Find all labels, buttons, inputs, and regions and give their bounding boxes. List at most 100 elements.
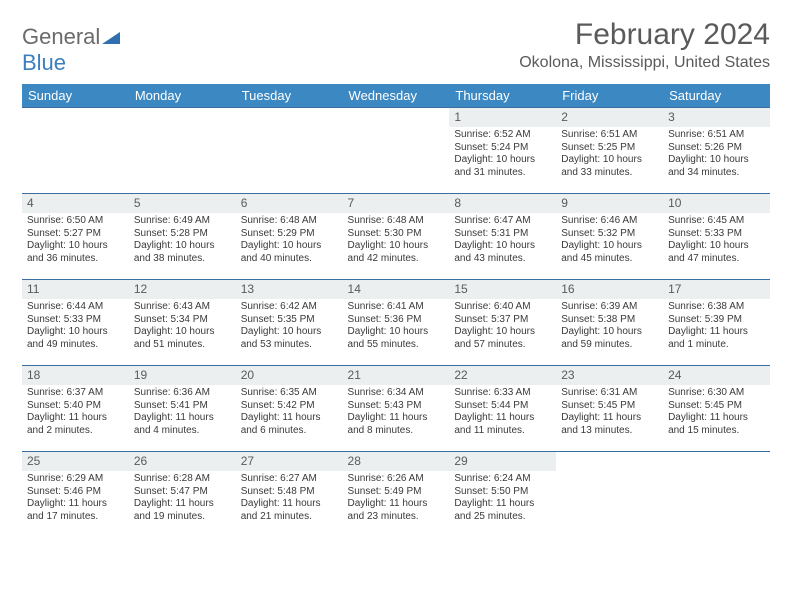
daylight-text: Daylight: 10 hours and 40 minutes. <box>241 240 338 265</box>
sunrise-text: Sunrise: 6:26 AM <box>348 473 445 486</box>
calendar-cell: 29Sunrise: 6:24 AMSunset: 5:50 PMDayligh… <box>449 452 556 538</box>
calendar-row: 11Sunrise: 6:44 AMSunset: 5:33 PMDayligh… <box>22 280 770 366</box>
weekday-header: Friday <box>556 84 663 108</box>
sunset-text: Sunset: 5:24 PM <box>454 142 551 155</box>
sunrise-text: Sunrise: 6:40 AM <box>454 301 551 314</box>
day-number: 27 <box>236 452 343 471</box>
day-number: 9 <box>556 194 663 213</box>
daylight-text: Daylight: 11 hours and 4 minutes. <box>134 412 231 437</box>
calendar-cell: 12Sunrise: 6:43 AMSunset: 5:34 PMDayligh… <box>129 280 236 366</box>
sunset-text: Sunset: 5:42 PM <box>241 400 338 413</box>
day-body: Sunrise: 6:48 AMSunset: 5:30 PMDaylight:… <box>343 213 450 269</box>
sunrise-text: Sunrise: 6:33 AM <box>454 387 551 400</box>
daylight-text: Daylight: 10 hours and 43 minutes. <box>454 240 551 265</box>
day-body: Sunrise: 6:51 AMSunset: 5:25 PMDaylight:… <box>556 127 663 183</box>
calendar-cell: 25Sunrise: 6:29 AMSunset: 5:46 PMDayligh… <box>22 452 129 538</box>
calendar-cell: 6Sunrise: 6:48 AMSunset: 5:29 PMDaylight… <box>236 194 343 280</box>
day-number: 15 <box>449 280 556 299</box>
sunrise-text: Sunrise: 6:42 AM <box>241 301 338 314</box>
day-number: 3 <box>663 108 770 127</box>
day-body: Sunrise: 6:27 AMSunset: 5:48 PMDaylight:… <box>236 471 343 527</box>
sunrise-text: Sunrise: 6:46 AM <box>561 215 658 228</box>
day-number: 20 <box>236 366 343 385</box>
day-number: 29 <box>449 452 556 471</box>
day-number: 8 <box>449 194 556 213</box>
header: General Blue February 2024 Okolona, Miss… <box>22 18 770 76</box>
day-number: 6 <box>236 194 343 213</box>
calendar-cell: 28Sunrise: 6:26 AMSunset: 5:49 PMDayligh… <box>343 452 450 538</box>
sunrise-text: Sunrise: 6:38 AM <box>668 301 765 314</box>
sunset-text: Sunset: 5:28 PM <box>134 228 231 241</box>
daylight-text: Daylight: 10 hours and 45 minutes. <box>561 240 658 265</box>
sunrise-text: Sunrise: 6:41 AM <box>348 301 445 314</box>
sunset-text: Sunset: 5:50 PM <box>454 486 551 499</box>
daylight-text: Daylight: 10 hours and 59 minutes. <box>561 326 658 351</box>
sunrise-text: Sunrise: 6:30 AM <box>668 387 765 400</box>
day-number: 10 <box>663 194 770 213</box>
day-number: 4 <box>22 194 129 213</box>
sunset-text: Sunset: 5:32 PM <box>561 228 658 241</box>
day-body: Sunrise: 6:26 AMSunset: 5:49 PMDaylight:… <box>343 471 450 527</box>
day-body: Sunrise: 6:28 AMSunset: 5:47 PMDaylight:… <box>129 471 236 527</box>
sunset-text: Sunset: 5:37 PM <box>454 314 551 327</box>
page-title: February 2024 <box>519 18 770 52</box>
logo: General Blue <box>22 24 120 76</box>
daylight-text: Daylight: 11 hours and 2 minutes. <box>27 412 124 437</box>
day-number: 26 <box>129 452 236 471</box>
day-number: 23 <box>556 366 663 385</box>
sunrise-text: Sunrise: 6:31 AM <box>561 387 658 400</box>
day-number: 28 <box>343 452 450 471</box>
sunrise-text: Sunrise: 6:24 AM <box>454 473 551 486</box>
sunset-text: Sunset: 5:35 PM <box>241 314 338 327</box>
logo-part2: Blue <box>22 50 66 75</box>
day-body: Sunrise: 6:34 AMSunset: 5:43 PMDaylight:… <box>343 385 450 441</box>
day-body: Sunrise: 6:45 AMSunset: 5:33 PMDaylight:… <box>663 213 770 269</box>
daylight-text: Daylight: 10 hours and 31 minutes. <box>454 154 551 179</box>
sunrise-text: Sunrise: 6:43 AM <box>134 301 231 314</box>
sunrise-text: Sunrise: 6:52 AM <box>454 129 551 142</box>
calendar-cell: 5Sunrise: 6:49 AMSunset: 5:28 PMDaylight… <box>129 194 236 280</box>
weekday-header: Wednesday <box>343 84 450 108</box>
logo-text: General Blue <box>22 24 120 76</box>
day-number: 11 <box>22 280 129 299</box>
sunrise-text: Sunrise: 6:35 AM <box>241 387 338 400</box>
sunset-text: Sunset: 5:47 PM <box>134 486 231 499</box>
calendar-table: Sunday Monday Tuesday Wednesday Thursday… <box>22 84 770 538</box>
sunset-text: Sunset: 5:30 PM <box>348 228 445 241</box>
daylight-text: Daylight: 10 hours and 55 minutes. <box>348 326 445 351</box>
daylight-text: Daylight: 10 hours and 36 minutes. <box>27 240 124 265</box>
daylight-text: Daylight: 11 hours and 23 minutes. <box>348 498 445 523</box>
calendar-cell: 13Sunrise: 6:42 AMSunset: 5:35 PMDayligh… <box>236 280 343 366</box>
sunset-text: Sunset: 5:39 PM <box>668 314 765 327</box>
calendar-cell: 20Sunrise: 6:35 AMSunset: 5:42 PMDayligh… <box>236 366 343 452</box>
daylight-text: Daylight: 11 hours and 1 minute. <box>668 326 765 351</box>
day-body: Sunrise: 6:29 AMSunset: 5:46 PMDaylight:… <box>22 471 129 527</box>
day-body: Sunrise: 6:41 AMSunset: 5:36 PMDaylight:… <box>343 299 450 355</box>
sunset-text: Sunset: 5:34 PM <box>134 314 231 327</box>
weekday-header: Saturday <box>663 84 770 108</box>
day-number: 13 <box>236 280 343 299</box>
calendar-cell: 27Sunrise: 6:27 AMSunset: 5:48 PMDayligh… <box>236 452 343 538</box>
calendar-cell <box>129 108 236 194</box>
day-body: Sunrise: 6:36 AMSunset: 5:41 PMDaylight:… <box>129 385 236 441</box>
sunset-text: Sunset: 5:43 PM <box>348 400 445 413</box>
sunrise-text: Sunrise: 6:48 AM <box>241 215 338 228</box>
sunset-text: Sunset: 5:40 PM <box>27 400 124 413</box>
day-body: Sunrise: 6:42 AMSunset: 5:35 PMDaylight:… <box>236 299 343 355</box>
weekday-header: Tuesday <box>236 84 343 108</box>
daylight-text: Daylight: 10 hours and 49 minutes. <box>27 326 124 351</box>
sunrise-text: Sunrise: 6:29 AM <box>27 473 124 486</box>
calendar-cell: 1Sunrise: 6:52 AMSunset: 5:24 PMDaylight… <box>449 108 556 194</box>
sunrise-text: Sunrise: 6:37 AM <box>27 387 124 400</box>
day-body: Sunrise: 6:30 AMSunset: 5:45 PMDaylight:… <box>663 385 770 441</box>
sunset-text: Sunset: 5:48 PM <box>241 486 338 499</box>
day-number: 21 <box>343 366 450 385</box>
calendar-cell: 9 Sunrise: 6:46 AMSunset: 5:32 PMDaylight… <box>556 194 663 280</box>
day-body: Sunrise: 6:49 AMSunset: 5:28 PMDaylight:… <box>129 213 236 269</box>
logo-part1: General <box>22 24 100 49</box>
calendar-cell <box>663 452 770 538</box>
sunrise-text: Sunrise: 6:45 AM <box>668 215 765 228</box>
calendar-cell <box>556 452 663 538</box>
calendar-body: 1Sunrise: 6:52 AMSunset: 5:24 PMDaylight… <box>22 108 770 538</box>
sunset-text: Sunset: 5:26 PM <box>668 142 765 155</box>
